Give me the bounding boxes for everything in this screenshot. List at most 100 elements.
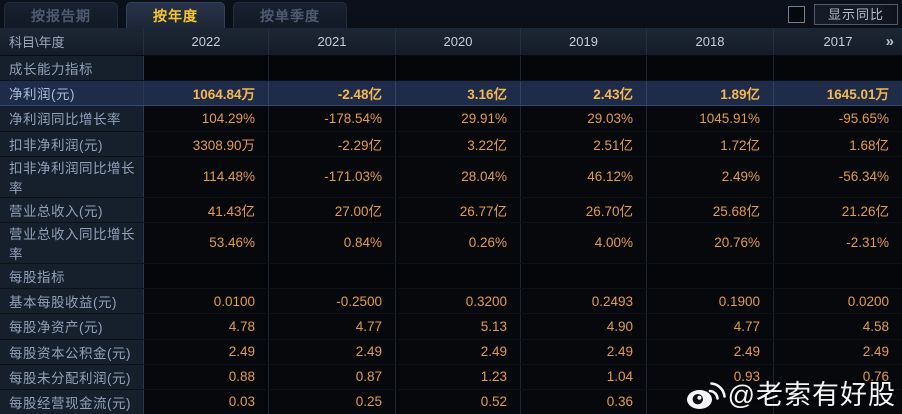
cell-value: [647, 56, 774, 81]
row-label: 营业总收入同比增长率: [0, 222, 144, 263]
financial-data-table: 科目\年度 2022 2021 2020 2019 2018 2017» 成长能力指标 净利润…: [0, 28, 902, 414]
cell-value: 25.68亿: [647, 197, 774, 222]
section-header-row: 每股指标: [0, 263, 902, 290]
yoy-controls: 显示同比: [788, 4, 898, 25]
cell-value: 0.26%: [396, 222, 521, 263]
cell-value: -178.54%: [269, 106, 396, 131]
table-row[interactable]: 净利润(元) 1064.84万 -2.48亿 3.16亿 2.43亿 1.89亿 1645.…: [0, 81, 902, 107]
cell-value: [269, 56, 396, 81]
table-row[interactable]: 净利润同比增长率 104.29% -178.54% 29.91% 29.03% 1045.…: [0, 106, 902, 132]
year-column-header: 2020: [396, 28, 521, 55]
cell-value: 2.49: [774, 339, 902, 364]
cell-value: 114.48%: [144, 156, 269, 197]
cell-value: 2.49: [396, 339, 521, 364]
table-row[interactable]: 每股未分配利润(元) 0.88 0.87 1.23 1.04 0.93 0.76: [0, 364, 902, 390]
cell-value: [144, 56, 269, 81]
cell-value: 104.29%: [144, 106, 269, 131]
row-label: 每股经营现金流(元): [0, 389, 144, 414]
tab-report-period[interactable]: 按报告期: [4, 2, 118, 28]
row-label: 每股净资产(元): [0, 314, 144, 339]
table-row[interactable]: 每股净资产(元) 4.78 4.77 5.13 4.90 4.77 4.58: [0, 314, 902, 340]
table-row[interactable]: 营业总收入(元) 41.43亿 27.00亿 26.77亿 26.70亿 25.68亿 21…: [0, 197, 902, 223]
table-row[interactable]: 营业总收入同比增长率 53.46% 0.84% 0.26% 4.00% 20.76% -2.…: [0, 222, 902, 264]
year-column-header: 2019: [521, 28, 647, 55]
cell-value: 2.49%: [647, 156, 774, 197]
cell-value: 0.0200: [774, 289, 902, 314]
show-yoy-checkbox[interactable]: [788, 6, 805, 23]
cell-value: 4.78: [144, 314, 269, 339]
cell-value: [144, 263, 269, 289]
more-years-icon[interactable]: »: [885, 33, 894, 50]
corner-header: 科目\年度: [0, 28, 144, 55]
table-row[interactable]: 基本每股收益(元) 0.0100 -0.2500 0.3200 0.2493 0.1900…: [0, 289, 902, 315]
cell-value: 1045.91%: [647, 106, 774, 131]
cell-value: 1645.01万: [774, 81, 902, 106]
cell-value: 29.91%: [396, 106, 521, 131]
cell-value: -2.48亿: [269, 81, 396, 106]
cell-value: 2.49: [269, 339, 396, 364]
table-row[interactable]: 每股经营现金流(元) 0.03 0.25 0.52 0.36: [0, 389, 902, 414]
cell-value: 2.49: [144, 339, 269, 364]
year-column-header: 2018: [647, 28, 774, 55]
cell-value: 4.90: [521, 314, 647, 339]
cell-value: 26.70亿: [521, 197, 647, 222]
cell-value: 41.43亿: [144, 197, 269, 222]
cell-value: [396, 263, 521, 289]
cell-value: 0.0100: [144, 289, 269, 314]
cell-value: 53.46%: [144, 222, 269, 263]
cell-value: 2.43亿: [521, 81, 647, 106]
section-header-row: 成长能力指标: [0, 56, 902, 82]
cell-value: 4.00%: [521, 222, 647, 263]
cell-value: [521, 56, 647, 81]
cell-value: 27.00亿: [269, 197, 396, 222]
cell-value: 0.3200: [396, 289, 521, 314]
row-label: 每股资本公积金(元): [0, 339, 144, 364]
table-row[interactable]: 扣非净利润(元) 3308.90万 -2.29亿 3.22亿 2.51亿 1.72亿 1.6…: [0, 131, 902, 157]
cell-value: 1.23: [396, 364, 521, 389]
cell-value: [647, 389, 774, 414]
cell-value: 3.22亿: [396, 131, 521, 156]
cell-value: 21.26亿: [774, 197, 902, 222]
cell-value: 28.04%: [396, 156, 521, 197]
row-label: 营业总收入(元): [0, 197, 144, 222]
cell-value: 1.68亿: [774, 131, 902, 156]
cell-value: 1.72亿: [647, 131, 774, 156]
cell-value: 0.52: [396, 389, 521, 414]
year-column-header: 2021: [269, 28, 396, 55]
cell-value: 2.49: [647, 339, 774, 364]
cell-value: 0.84%: [269, 222, 396, 263]
cell-value: 46.12%: [521, 156, 647, 197]
cell-value: 0.03: [144, 389, 269, 414]
row-label: 每股未分配利润(元): [0, 364, 144, 389]
cell-value: 0.93: [647, 364, 774, 389]
cell-value: 1.89亿: [647, 81, 774, 106]
cell-value: -2.29亿: [269, 131, 396, 156]
year-column-header: 2022: [144, 28, 269, 55]
year-column-header: 2017»: [823, 33, 894, 50]
cell-value: [521, 263, 647, 289]
period-tabs: 按报告期 按年度 按单季度: [4, 2, 355, 28]
cell-value: 0.25: [269, 389, 396, 414]
cell-value: [396, 56, 521, 81]
row-label: 扣非净利润(元): [0, 131, 144, 156]
row-label: 基本每股收益(元): [0, 289, 144, 314]
row-label: 成长能力指标: [0, 56, 144, 81]
row-label: 扣非净利润同比增长率: [0, 156, 144, 197]
tab-single-quarter[interactable]: 按单季度: [233, 2, 347, 28]
table-header-row: 科目\年度 2022 2021 2020 2019 2018 2017»: [0, 28, 902, 56]
tab-yearly[interactable]: 按年度: [126, 2, 225, 28]
cell-value: -2.31%: [774, 222, 902, 263]
table-row[interactable]: 每股资本公积金(元) 2.49 2.49 2.49 2.49 2.49 2.49: [0, 339, 902, 365]
table-row[interactable]: 扣非净利润同比增长率 114.48% -171.03% 28.04% 46.12% 2.4…: [0, 156, 902, 198]
show-yoy-label[interactable]: 显示同比: [814, 4, 898, 25]
cell-value: 0.36: [521, 389, 647, 414]
cell-value: 2.49: [521, 339, 647, 364]
cell-value: 0.88: [144, 364, 269, 389]
cell-value: 4.77: [269, 314, 396, 339]
cell-value: -56.34%: [774, 156, 902, 197]
cell-value: 1064.84万: [144, 81, 269, 106]
cell-value: -0.2500: [269, 289, 396, 314]
row-label: 每股指标: [0, 263, 144, 289]
cell-value: 29.03%: [521, 106, 647, 131]
